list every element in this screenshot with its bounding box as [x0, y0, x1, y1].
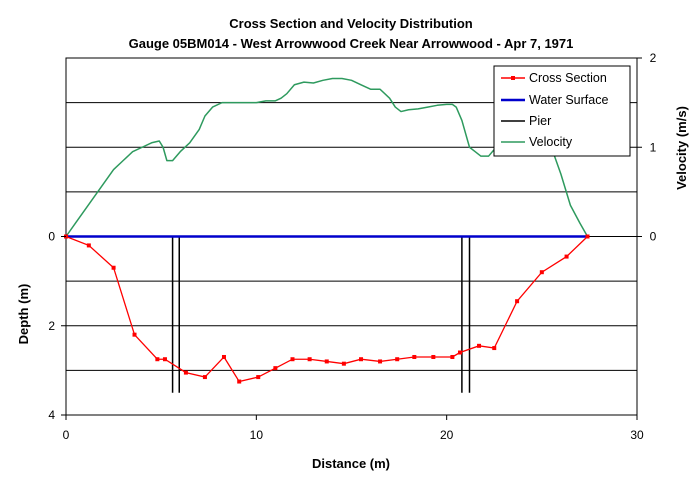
cross-section-point — [202, 375, 207, 380]
cross-section-point — [86, 243, 91, 248]
chart-title: Cross Section and Velocity Distribution — [229, 16, 472, 31]
legend-label-velocity: Velocity — [529, 135, 573, 149]
legend-label-pier: Pier — [529, 114, 551, 128]
x-tick-label: 20 — [440, 428, 454, 442]
chart-subtitle: Gauge 05BM014 - West Arrowwood Creek Nea… — [129, 36, 574, 51]
legend: Cross Section Water Surface Pier Velocit… — [493, 65, 631, 157]
cross-section-point — [162, 357, 167, 362]
cross-section-point — [378, 359, 383, 364]
legend-marker-cross-section — [511, 76, 515, 80]
x-axis-title: Distance (m) — [312, 456, 390, 471]
cross-section-point — [256, 375, 261, 380]
cross-section-point — [450, 354, 455, 359]
cross-section-point — [431, 354, 436, 359]
cross-section-point — [183, 370, 188, 375]
cross-section-point — [290, 357, 295, 362]
cross-section-point — [477, 343, 482, 348]
depth-tick-label: 0 — [48, 230, 55, 244]
velocity-tick-label: 2 — [650, 51, 657, 65]
cross-section-point — [307, 357, 312, 362]
velocity-tick-label: 0 — [650, 230, 657, 244]
x-tick-label: 0 — [63, 428, 70, 442]
y-axis-right-title: Velocity (m/s) — [674, 106, 689, 190]
cross-section-point — [395, 357, 400, 362]
depth-tick-label: 2 — [48, 319, 55, 333]
x-tick-label: 30 — [630, 428, 644, 442]
cross-section-point — [132, 332, 137, 337]
cross-section-point — [412, 354, 417, 359]
cross-section-point — [111, 265, 116, 270]
x-tick-label: 10 — [250, 428, 264, 442]
cross-section-point — [457, 350, 462, 355]
cross-section-point — [341, 361, 346, 366]
cross-section-point — [324, 359, 329, 364]
legend-label-cross-section: Cross Section — [529, 71, 607, 85]
cross-section-point — [539, 270, 544, 275]
cross-section-point — [221, 354, 226, 359]
cross-section-point — [564, 254, 569, 259]
cross-section-point — [515, 299, 520, 304]
depth-tick-label: 4 — [48, 408, 55, 422]
cross-section-point — [585, 234, 590, 239]
cross-section-point — [359, 357, 364, 362]
legend-box — [493, 65, 631, 157]
y-axis-left-title: Depth (m) — [16, 284, 31, 345]
legend-label-water-surface: Water Surface — [529, 93, 608, 107]
cross-section-point — [273, 366, 278, 371]
cross-section-point — [492, 346, 497, 351]
cross-section-point — [237, 379, 242, 384]
velocity-tick-label: 1 — [650, 140, 657, 154]
cross-section-point — [155, 357, 160, 362]
